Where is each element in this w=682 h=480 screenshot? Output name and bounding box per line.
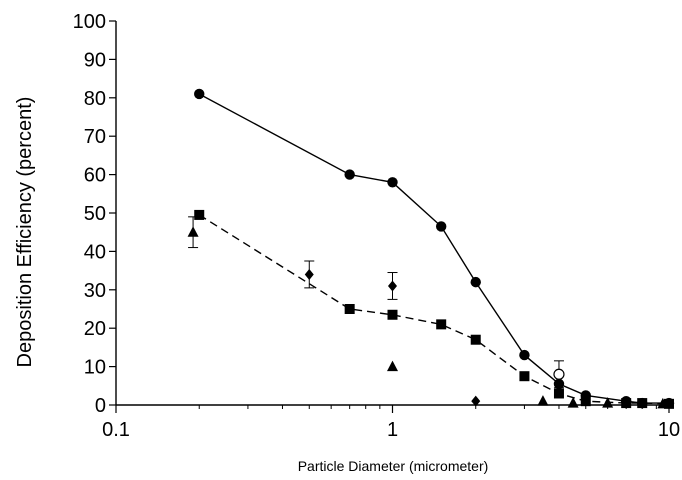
tick-labels: 0 10 20 30 40 50 60 70 80 90 100 0.1 1 10	[73, 11, 681, 441]
data-point-square	[664, 398, 674, 409]
series-1-line	[198, 93, 669, 404]
data-point-square	[621, 398, 632, 409]
data-point-triangle	[187, 226, 199, 237]
data-point-triangle	[537, 395, 549, 406]
data-point-square	[470, 334, 481, 345]
data-point-triangle	[567, 397, 579, 408]
series-2-line	[198, 214, 670, 405]
data-point-diamond	[388, 280, 397, 292]
x-tick-label: 1	[387, 419, 398, 441]
y-tick-label: 80	[84, 88, 106, 110]
data-point-square	[637, 398, 648, 409]
y-tick-label: 30	[84, 280, 106, 302]
data-points	[187, 88, 675, 409]
data-point-triangle	[657, 397, 669, 409]
data-point-square	[194, 209, 205, 220]
y-axis-title: Deposition Efficiency (percent)	[14, 97, 36, 368]
y-tick-label: 0	[95, 395, 106, 417]
y-tick-label: 10	[84, 357, 106, 379]
data-point-square	[553, 388, 564, 399]
data-point-triangle	[387, 360, 398, 372]
y-tick-label: 20	[84, 318, 106, 340]
y-tick-label: 100	[73, 11, 106, 33]
y-tick-label: 50	[84, 203, 106, 225]
data-point-square	[436, 319, 447, 330]
data-point-diamond	[471, 395, 481, 407]
y-tick-label: 60	[84, 165, 106, 187]
x-tick-label: 0.1	[102, 419, 130, 441]
data-point-triangle	[602, 397, 614, 408]
data-point-circle	[553, 378, 565, 390]
y-tick-label: 70	[84, 126, 106, 148]
data-point-square	[344, 304, 355, 314]
x-axis-title: Particle Diameter (micrometer)	[298, 458, 489, 474]
data-point-circle	[470, 276, 481, 288]
data-point-diamond	[304, 268, 314, 280]
data-point-square	[387, 309, 398, 320]
data-point-square	[580, 396, 591, 407]
data-point-circle	[519, 349, 530, 361]
series-lines	[198, 93, 670, 405]
data-point-circle	[435, 221, 447, 232]
y-tick-label: 90	[84, 49, 106, 71]
y-tick-label: 40	[84, 241, 106, 263]
data-point-open-circle	[553, 368, 565, 380]
x-tick-label: 10	[658, 419, 680, 441]
data-point-circle	[194, 88, 205, 100]
data-point-square	[519, 371, 530, 382]
data-point-circle	[387, 177, 398, 188]
data-point-circle	[344, 169, 355, 180]
